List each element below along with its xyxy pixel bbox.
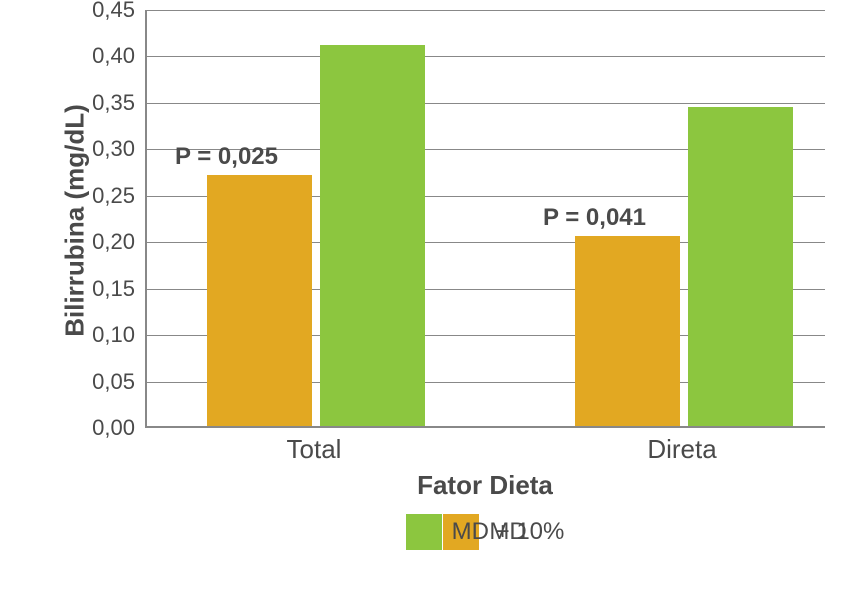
- x-tick-label: Direta: [573, 434, 791, 465]
- plot-area: [145, 10, 825, 428]
- y-tick-label: 0,25: [85, 183, 135, 209]
- x-tick-label: Total: [205, 434, 423, 465]
- p-value-label: P = 0,041: [543, 204, 646, 232]
- p-value-label: P = 0,025: [175, 143, 278, 171]
- x-axis-label: Fator Dieta: [145, 470, 825, 501]
- legend-swatch: [406, 514, 442, 550]
- y-tick-label: 0,05: [85, 369, 135, 395]
- y-tick-label: 0,40: [85, 43, 135, 69]
- bar-md-total: [207, 175, 312, 426]
- y-tick-label: 0,20: [85, 229, 135, 255]
- legend-label: MD + 10%: [452, 518, 565, 546]
- bar-md+10%-direta: [688, 107, 793, 426]
- y-tick-label: 0,15: [85, 276, 135, 302]
- legend-item: MD + 10%: [406, 514, 565, 550]
- gridline: [147, 103, 825, 104]
- y-tick-label: 0,30: [85, 136, 135, 162]
- gridline: [147, 56, 825, 57]
- y-tick-label: 0,45: [85, 0, 135, 23]
- y-tick-label: 0,00: [85, 415, 135, 441]
- bar-md-direta: [575, 236, 680, 426]
- y-axis-label: Bilirrubina (mg/dL): [60, 91, 91, 351]
- y-tick-label: 0,10: [85, 322, 135, 348]
- gridline: [147, 10, 825, 11]
- chart-container: Bilirrubina (mg/dL) Fator Dieta 0,00 0,05…: [30, 10, 845, 580]
- y-tick-label: 0,35: [85, 90, 135, 116]
- bar-md+10%-total: [320, 45, 425, 426]
